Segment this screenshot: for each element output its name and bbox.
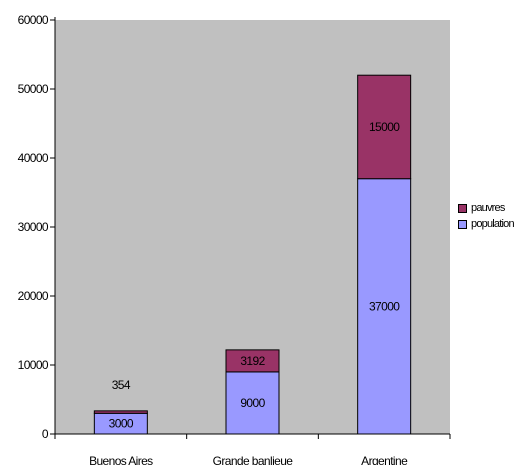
y-tick-label-0: 0	[42, 427, 49, 441]
bar-pauvres-0	[93, 410, 148, 414]
legend-item-pauvres: pauvres	[458, 200, 528, 216]
x-tick-label-2: Argentine	[361, 454, 408, 465]
y-tick-label-2: 20000	[18, 289, 49, 303]
data-label-population-2: 37000	[369, 299, 400, 313]
legend-swatch-pauvres	[458, 203, 467, 213]
data-label-pauvres-0: 354	[112, 378, 131, 392]
legend: pauvres population	[458, 200, 528, 232]
data-label-pauvres-1: 3192	[240, 354, 265, 368]
data-label-pauvres-2: 15000	[369, 120, 400, 134]
data-label-population-0: 3000	[109, 417, 134, 431]
bar-pauvres-1	[225, 349, 280, 373]
legend-swatch-population	[458, 219, 467, 229]
bars-group: 3000 354 9000 3192 37000 15000	[93, 74, 412, 435]
bar-population-2	[357, 178, 412, 435]
legend-item-population: population	[458, 216, 528, 232]
y-tick-label-3: 30000	[18, 220, 49, 234]
bar-population-1	[225, 371, 280, 435]
y-tick-label-4: 40000	[18, 151, 49, 165]
y-tick-label-6: 60000	[18, 13, 49, 27]
x-tick-label-0: Buenos Aires	[89, 454, 153, 465]
x-tick-label-1: Grande banlieue	[213, 454, 294, 465]
legend-label-pauvres: pauvres	[471, 202, 505, 214]
data-label-population-1: 9000	[240, 396, 265, 410]
bar-pauvres-2	[357, 74, 412, 180]
y-tick-label-5: 50000	[18, 82, 49, 96]
y-tick-label-1: 10000	[18, 358, 49, 372]
legend-label-population: population	[471, 218, 515, 230]
